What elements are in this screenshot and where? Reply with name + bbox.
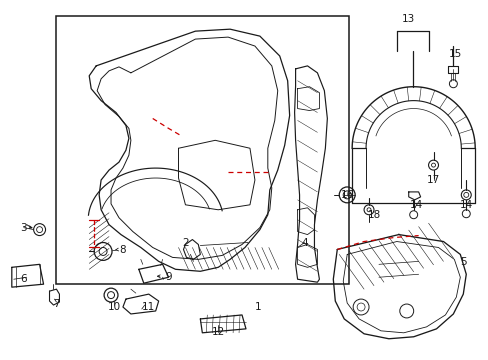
Text: 15: 15 (448, 49, 461, 59)
Text: 13: 13 (401, 14, 414, 24)
Text: 18: 18 (366, 210, 380, 220)
Text: 6: 6 (20, 274, 27, 284)
Bar (56, 16, 348, 284)
Text: 12: 12 (211, 327, 224, 337)
Text: 9: 9 (165, 272, 172, 282)
Text: 8: 8 (120, 246, 126, 256)
Text: 14: 14 (409, 200, 423, 210)
Text: 5: 5 (459, 257, 466, 267)
Text: 4: 4 (301, 238, 307, 248)
Text: 1: 1 (254, 302, 261, 312)
Text: 17: 17 (426, 175, 439, 185)
Text: 16: 16 (340, 190, 353, 200)
Text: 14: 14 (459, 200, 472, 210)
Text: 7: 7 (53, 299, 60, 309)
Text: 10: 10 (107, 302, 121, 312)
Text: 11: 11 (142, 302, 155, 312)
Text: 2: 2 (182, 238, 188, 248)
Text: 3: 3 (20, 222, 27, 233)
